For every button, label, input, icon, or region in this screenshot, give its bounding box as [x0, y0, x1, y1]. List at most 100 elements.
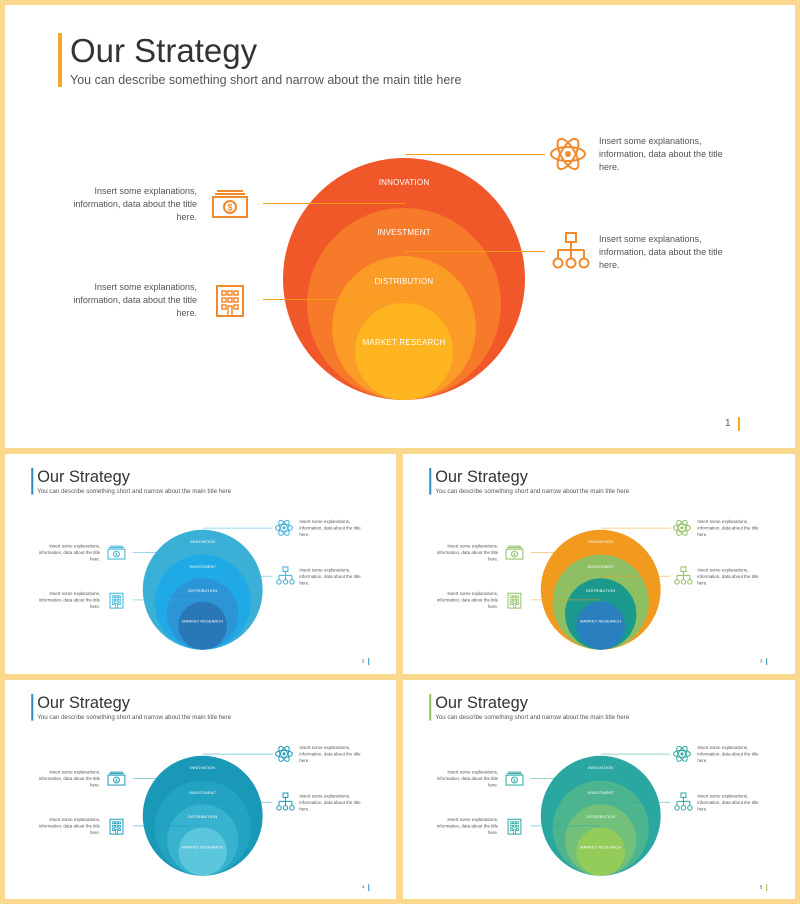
org-chart-icon	[276, 792, 295, 811]
org-chart-icon	[276, 566, 295, 585]
description-left-top: Insert some explanations, information, d…	[436, 769, 499, 788]
page-number-bar	[766, 884, 768, 892]
slide-title: Our Strategy	[435, 467, 528, 486]
svg-text:$: $	[115, 552, 118, 557]
label-innovation: INNOVATION	[378, 178, 430, 187]
slide-title: Our Strategy	[70, 32, 258, 69]
slide-4: Our Strategy You can describe something …	[5, 680, 396, 899]
svg-text:$: $	[115, 778, 118, 783]
description-left-top: Insert some explanations, information, d…	[436, 543, 499, 562]
building-icon	[216, 285, 244, 317]
circle-market-research	[355, 303, 453, 400]
description-left-bottom: Insert some explanations, information, d…	[38, 817, 101, 836]
building-icon	[507, 592, 522, 609]
description-left-bottom: Insert some explanations, information, d…	[38, 591, 101, 610]
description-right-bottom: Insert some explanations, information, d…	[299, 567, 361, 586]
label-market-research: MARKET RESEARCH	[580, 845, 622, 850]
building-icon	[109, 592, 124, 609]
connector-right-top	[405, 154, 545, 155]
description-left-top: Insert some explanations, information, d…	[38, 543, 101, 562]
description-left-bottom: Insert some explanations, information, d…	[73, 282, 197, 318]
label-distribution: DISTRIBUTION	[374, 277, 434, 286]
description-left-top: Insert some explanations, information, d…	[38, 769, 101, 788]
description-right-top: Insert some explanations, information, d…	[697, 744, 759, 763]
circle-market-research	[576, 601, 625, 650]
label-investment: INVESTMENT	[587, 564, 614, 569]
money-icon: $	[107, 771, 126, 786]
label-investment: INVESTMENT	[189, 564, 216, 569]
circle-market-research	[178, 827, 227, 876]
slide-subtitle: You can describe something short and nar…	[435, 487, 630, 495]
page-number: 1	[725, 418, 731, 429]
page-number-bar	[766, 658, 768, 666]
label-market-research: MARKET RESEARCH	[182, 619, 224, 624]
description-right-top: Insert some explanations, information, d…	[299, 518, 361, 537]
page-number-bar	[368, 884, 370, 892]
slide-subtitle: You can describe something short and nar…	[37, 487, 232, 495]
label-innovation: INNOVATION	[190, 765, 216, 771]
page-number: 4	[361, 884, 365, 891]
description-right-bottom: Insert some explanations, information, d…	[697, 793, 759, 812]
slide-title: Our Strategy	[37, 693, 130, 712]
title-accent-bar	[58, 33, 62, 87]
slide-subtitle: You can describe something short and nar…	[70, 73, 462, 87]
description-right-bottom: Insert some explanations, information, d…	[697, 567, 759, 586]
money-icon: $	[107, 545, 126, 560]
label-innovation: INNOVATION	[588, 539, 614, 545]
slide-title: Our Strategy	[37, 467, 130, 486]
label-distribution: DISTRIBUTION	[586, 814, 616, 820]
page-number: 2	[361, 658, 365, 665]
title-accent-bar	[429, 467, 432, 495]
description-right-top: Insert some explanations, information, d…	[599, 136, 723, 172]
svg-text:$: $	[227, 203, 232, 213]
description-right-bottom: Insert some explanations, information, d…	[299, 793, 361, 812]
atom-icon	[550, 137, 586, 171]
atom-icon	[275, 745, 293, 762]
slide-5: Our Strategy You can describe something …	[403, 680, 795, 899]
description-right-top: Insert some explanations, information, d…	[697, 518, 759, 537]
page-number-bar	[368, 658, 370, 666]
slide-title: Our Strategy	[435, 693, 528, 712]
description-left-bottom: Insert some explanations, information, d…	[436, 817, 499, 836]
title-accent-bar	[429, 693, 432, 721]
atom-icon	[673, 745, 691, 762]
connector-left-bottom	[263, 299, 405, 300]
slide-1: Our Strategy You can describe something …	[5, 5, 795, 448]
slide-subtitle: You can describe something short and nar…	[37, 713, 232, 721]
slide-3: Our Strategy You can describe something …	[403, 454, 795, 674]
label-market-research: MARKET RESEARCH	[580, 619, 622, 624]
atom-icon	[275, 519, 293, 536]
connector-left-top	[263, 203, 405, 204]
money-icon: $	[505, 771, 524, 786]
svg-text:$: $	[513, 778, 516, 783]
description-left-top: Insert some explanations, information, d…	[73, 186, 197, 222]
building-icon	[507, 818, 522, 835]
org-chart-icon	[552, 232, 590, 269]
description-right-bottom: Insert some explanations, information, d…	[599, 234, 723, 270]
label-investment: INVESTMENT	[377, 228, 431, 237]
label-investment: INVESTMENT	[587, 790, 614, 795]
label-distribution: DISTRIBUTION	[188, 588, 218, 594]
building-icon	[109, 818, 124, 835]
label-innovation: INNOVATION	[588, 765, 614, 771]
circle-market-research	[178, 601, 227, 650]
page-number: 5	[759, 884, 763, 891]
slide-subtitle: You can describe something short and nar…	[435, 713, 630, 721]
title-accent-bar	[31, 467, 34, 495]
money-icon: $	[505, 545, 524, 560]
org-chart-icon	[674, 792, 693, 811]
money-icon: $	[212, 190, 248, 218]
slide-2: Our Strategy You can describe something …	[5, 454, 396, 674]
svg-text:$: $	[513, 552, 516, 557]
label-investment: INVESTMENT	[189, 790, 216, 795]
label-market-research: MARKET RESEARCH	[362, 338, 446, 347]
description-right-top: Insert some explanations, information, d…	[299, 744, 361, 763]
page-number: 3	[759, 658, 763, 665]
connector-right-bottom	[405, 251, 545, 252]
title-accent-bar	[31, 693, 34, 721]
page-number-bar	[738, 417, 740, 431]
label-innovation: INNOVATION	[190, 539, 216, 545]
label-distribution: DISTRIBUTION	[188, 814, 218, 820]
atom-icon	[673, 519, 691, 536]
description-left-bottom: Insert some explanations, information, d…	[436, 591, 499, 610]
